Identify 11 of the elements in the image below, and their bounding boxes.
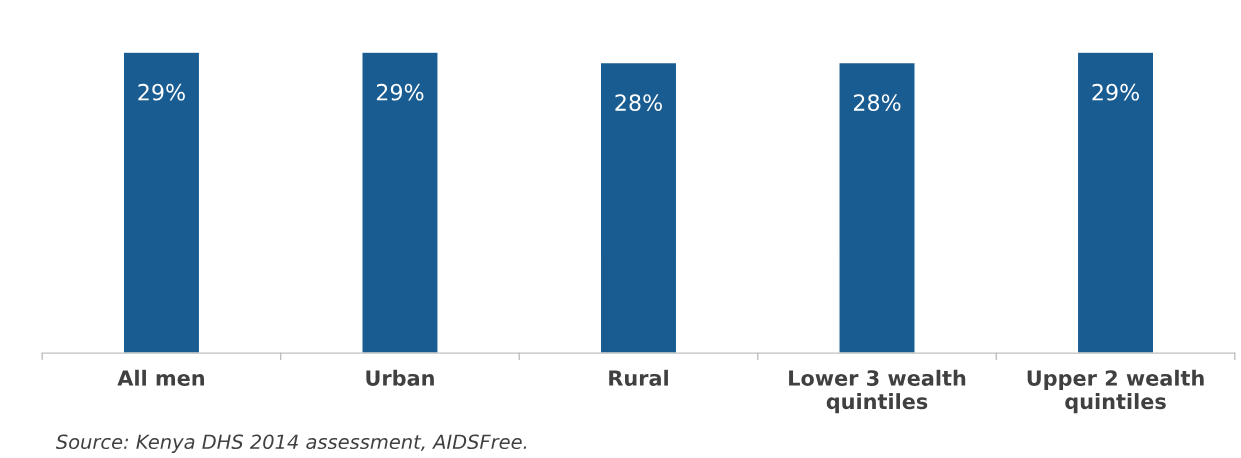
data-label: 28%	[853, 94, 901, 111]
x-tick-label: Upper 2 wealth quintiles	[1027, 369, 1204, 414]
x-tick-label: Urban	[366, 369, 434, 386]
x-tick-label: All men	[117, 369, 204, 386]
x-tick-label: Rural	[609, 369, 668, 386]
data-label: 29%	[138, 83, 185, 101]
data-label: 29%	[376, 83, 424, 101]
data-label: 29%	[1092, 83, 1139, 101]
source-note: Source: Kenya DHS 2014 assessment, AIDSFree.	[55, 434, 527, 453]
data-label: 28%	[615, 94, 662, 111]
x-tick-label: Lower 3 wealth quintiles	[789, 369, 966, 414]
